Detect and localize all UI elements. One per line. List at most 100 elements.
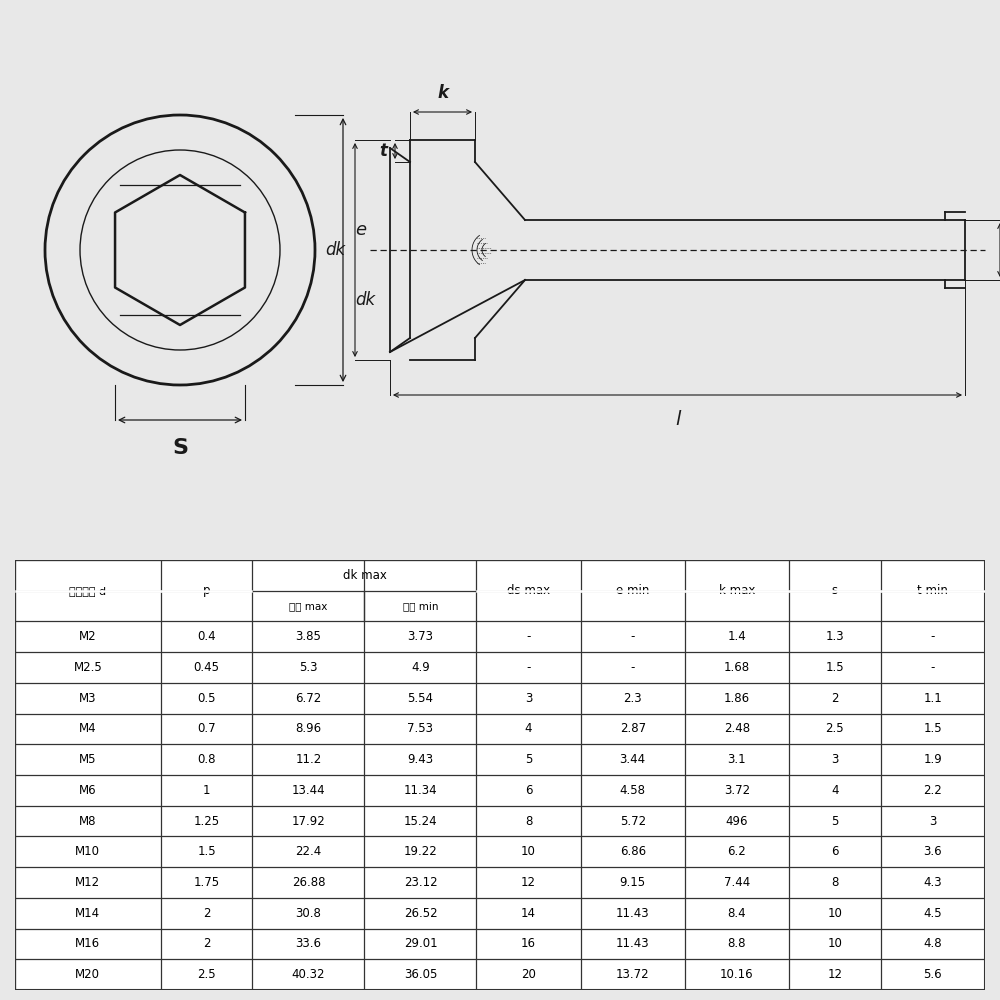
Text: k max: k max — [719, 584, 755, 597]
Text: 4: 4 — [831, 784, 839, 797]
Text: 11.43: 11.43 — [616, 907, 650, 920]
Text: 1.1: 1.1 — [924, 692, 942, 705]
Text: 1.9: 1.9 — [924, 753, 942, 766]
Text: 1.5: 1.5 — [826, 661, 844, 674]
Text: 8.96: 8.96 — [295, 722, 322, 735]
Text: 13.72: 13.72 — [616, 968, 650, 981]
Text: p: p — [203, 584, 210, 597]
Text: M10: M10 — [75, 845, 100, 858]
Text: -: - — [931, 661, 935, 674]
Text: 15.24: 15.24 — [404, 815, 437, 828]
Text: M12: M12 — [75, 876, 100, 889]
Text: dk max: dk max — [343, 569, 386, 582]
Text: 10: 10 — [827, 907, 842, 920]
Text: 8.8: 8.8 — [728, 937, 746, 950]
Text: 13.44: 13.44 — [292, 784, 325, 797]
Text: 2.2: 2.2 — [924, 784, 942, 797]
Text: 3.73: 3.73 — [407, 630, 433, 643]
Text: 12: 12 — [827, 968, 842, 981]
Text: 5: 5 — [831, 815, 839, 828]
Text: 30.8: 30.8 — [296, 907, 321, 920]
Text: S: S — [172, 438, 188, 458]
Text: 11.43: 11.43 — [616, 937, 650, 950]
Text: M14: M14 — [75, 907, 100, 920]
Text: M16: M16 — [75, 937, 100, 950]
Text: 6.2: 6.2 — [728, 845, 746, 858]
Text: s: s — [832, 584, 838, 597]
Text: 17.92: 17.92 — [292, 815, 325, 828]
Text: 1.5: 1.5 — [924, 722, 942, 735]
Text: e min: e min — [616, 584, 649, 597]
Text: 5.6: 5.6 — [924, 968, 942, 981]
Text: M4: M4 — [79, 722, 97, 735]
Text: 3: 3 — [525, 692, 532, 705]
Text: 0.8: 0.8 — [197, 753, 216, 766]
Text: 10.16: 10.16 — [720, 968, 754, 981]
Text: 2: 2 — [203, 907, 210, 920]
Text: 2.87: 2.87 — [620, 722, 646, 735]
Text: 16: 16 — [521, 937, 536, 950]
Text: 19.22: 19.22 — [404, 845, 437, 858]
Text: 4: 4 — [525, 722, 532, 735]
Text: 20: 20 — [521, 968, 536, 981]
Text: 4.9: 4.9 — [411, 661, 430, 674]
Text: 7.53: 7.53 — [407, 722, 433, 735]
Text: 0.7: 0.7 — [197, 722, 216, 735]
Text: 9.43: 9.43 — [407, 753, 434, 766]
Text: 40.32: 40.32 — [292, 968, 325, 981]
Text: 6.86: 6.86 — [620, 845, 646, 858]
Text: 5: 5 — [525, 753, 532, 766]
Text: 2.5: 2.5 — [197, 968, 216, 981]
Text: e: e — [355, 221, 366, 239]
Text: 2.5: 2.5 — [826, 722, 844, 735]
Text: 3.72: 3.72 — [724, 784, 750, 797]
Text: dk: dk — [355, 291, 375, 309]
Text: 1.25: 1.25 — [193, 815, 220, 828]
Text: 2: 2 — [203, 937, 210, 950]
Text: 4.58: 4.58 — [620, 784, 646, 797]
Text: 11.2: 11.2 — [295, 753, 322, 766]
Text: 9.15: 9.15 — [620, 876, 646, 889]
Text: M6: M6 — [79, 784, 97, 797]
Text: 理论 max: 理论 max — [289, 601, 328, 611]
Text: 10: 10 — [521, 845, 536, 858]
Text: t: t — [379, 142, 387, 160]
Text: M2: M2 — [79, 630, 97, 643]
Text: 0.45: 0.45 — [194, 661, 220, 674]
Text: 0.4: 0.4 — [197, 630, 216, 643]
Text: M3: M3 — [79, 692, 97, 705]
Text: 26.52: 26.52 — [404, 907, 437, 920]
Text: 8.4: 8.4 — [728, 907, 746, 920]
Text: 1.5: 1.5 — [197, 845, 216, 858]
Text: 8: 8 — [525, 815, 532, 828]
Text: 4.3: 4.3 — [924, 876, 942, 889]
Text: 3.1: 3.1 — [728, 753, 746, 766]
Text: 6: 6 — [831, 845, 839, 858]
Text: -: - — [931, 630, 935, 643]
Text: -: - — [526, 630, 531, 643]
Text: 0.5: 0.5 — [197, 692, 216, 705]
Text: 3: 3 — [929, 815, 937, 828]
Text: t min: t min — [917, 584, 948, 597]
Text: 1.4: 1.4 — [728, 630, 746, 643]
Text: 14: 14 — [521, 907, 536, 920]
Text: 1.86: 1.86 — [724, 692, 750, 705]
Text: dk: dk — [325, 241, 345, 259]
Text: 3.6: 3.6 — [924, 845, 942, 858]
Text: 5.3: 5.3 — [299, 661, 318, 674]
Text: k: k — [437, 84, 448, 102]
Text: 实际 min: 实际 min — [403, 601, 438, 611]
Text: M2.5: M2.5 — [73, 661, 102, 674]
Text: M20: M20 — [75, 968, 100, 981]
Text: 2.48: 2.48 — [724, 722, 750, 735]
Text: -: - — [631, 630, 635, 643]
Text: -: - — [526, 661, 531, 674]
Text: 8: 8 — [831, 876, 839, 889]
Text: 3.85: 3.85 — [296, 630, 321, 643]
Text: 496: 496 — [726, 815, 748, 828]
Text: 1.68: 1.68 — [724, 661, 750, 674]
Text: 26.88: 26.88 — [292, 876, 325, 889]
Text: l: l — [675, 410, 680, 429]
Text: 29.01: 29.01 — [404, 937, 437, 950]
Text: 4.8: 4.8 — [924, 937, 942, 950]
